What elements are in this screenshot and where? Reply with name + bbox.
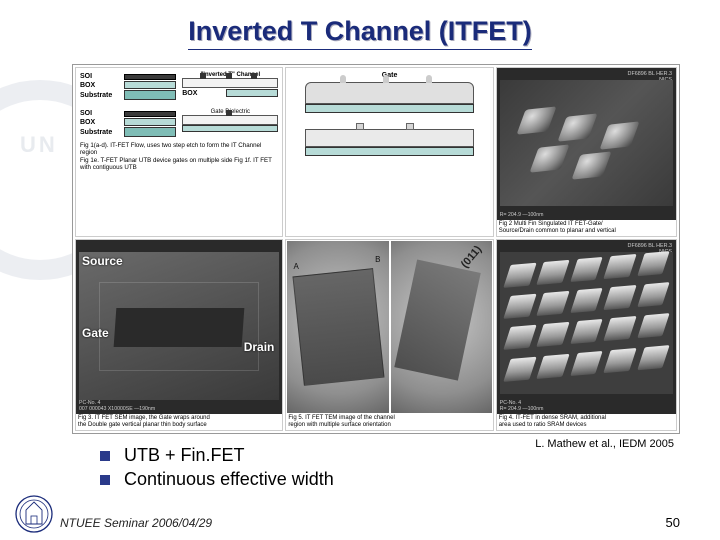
soi-bar bbox=[124, 111, 176, 117]
sem-top-right: DF6896 BL HER.3 NICS CENTER R= 204.9 —10… bbox=[497, 68, 676, 220]
fig3-caption: Fig 3. IT FET SEM image, the Gate wraps … bbox=[76, 414, 282, 430]
box-bar bbox=[305, 104, 474, 113]
layer-label: SOI bbox=[80, 110, 124, 117]
sem-sgd-wrap: Source Gate Drain PC-No. 4 007 000043 X1… bbox=[75, 239, 283, 431]
tem-left: (100) A B bbox=[287, 241, 388, 413]
slide-title-wrap: Inverted T Channel (ITFET) bbox=[0, 0, 720, 60]
bullet-list: UTB + Fin.FET Continuous effective width bbox=[100, 442, 334, 493]
box-bar bbox=[305, 147, 474, 156]
sem-label-drain: Drain bbox=[244, 340, 275, 354]
sem-label-source: Source bbox=[82, 254, 123, 268]
schematic-left: SOI BOX Substrate "Inverted T" Channel B… bbox=[75, 67, 283, 237]
fig2-caption: Fig 2 Multi Fin Singulated IT FET-Gate/ … bbox=[497, 220, 676, 236]
box-bar bbox=[124, 118, 176, 126]
sem-scale: PC-No. 4 R= 204.9 —100nm bbox=[500, 401, 673, 412]
tem-pair: (100) A B (011) Multi Gate Corners bbox=[286, 240, 492, 414]
watermark-text: UN bbox=[20, 132, 58, 158]
layer-label: SOI bbox=[80, 73, 124, 80]
sem-source-gate-drain: Source Gate Drain PC-No. 4 007 000043 X1… bbox=[76, 240, 282, 414]
sem-dense-wrap: DF6896 BL HER.3 NICS CENTER PC-No. 4 R= … bbox=[496, 239, 677, 431]
soi-bar bbox=[124, 74, 176, 80]
sem-footer: PC-No. 4 007 000043 X10000SE —190nm bbox=[79, 401, 279, 412]
fig1-caption: Fig 1(a-d). IT-FET Flow, uses two step e… bbox=[80, 142, 278, 172]
fig5-caption: Fig 5. IT FET TEM image of the channel r… bbox=[286, 414, 492, 430]
box-bar bbox=[124, 81, 176, 89]
fin-profile bbox=[305, 129, 474, 147]
substrate-bar bbox=[124, 90, 176, 100]
fin-profile bbox=[305, 82, 474, 104]
tem-right: (011) Multi Gate Corners bbox=[391, 241, 492, 413]
substrate-bar bbox=[124, 127, 176, 137]
sem-dense-sram: DF6896 BL HER.3 NICS CENTER PC-No. 4 R= … bbox=[497, 240, 676, 414]
layer-label: BOX bbox=[182, 90, 226, 97]
fig4-caption: Fig 4. IT-FET in dense SRAM, additional … bbox=[497, 414, 676, 430]
bullet-text: Continuous effective width bbox=[124, 469, 334, 490]
box-bar bbox=[226, 89, 278, 97]
footer-text: NTUEE Seminar 2006/04/29 bbox=[60, 516, 212, 530]
sem-label-gate: Gate bbox=[82, 326, 109, 340]
citation: L. Mathew et al., IEDM 2005 bbox=[535, 438, 674, 450]
crystal-plane-label: (011) bbox=[458, 244, 483, 271]
bullet-item: UTB + Fin.FET bbox=[100, 445, 334, 466]
figure-grid: SOI BOX Substrate "Inverted T" Channel B… bbox=[72, 64, 680, 434]
box-bar bbox=[182, 125, 278, 132]
tem-pair-wrap: (100) A B (011) Multi Gate Corners Fig 5… bbox=[285, 239, 493, 431]
schematic-middle: Gate bbox=[285, 67, 493, 237]
page-number: 50 bbox=[666, 515, 680, 530]
sem-top-right-wrap: DF6896 BL HER.3 NICS CENTER R= 204.9 —10… bbox=[496, 67, 677, 237]
it-channel-bar bbox=[182, 78, 278, 88]
marker-b: B bbox=[375, 255, 380, 264]
layer-label: BOX bbox=[80, 82, 124, 89]
page-title: Inverted T Channel (ITFET) bbox=[188, 16, 532, 50]
bullet-item: Continuous effective width bbox=[100, 469, 334, 490]
layer-label: Substrate bbox=[80, 129, 124, 136]
it-channel-bar bbox=[182, 115, 278, 125]
layer-label: Substrate bbox=[80, 92, 124, 99]
gate-label: Gate bbox=[290, 72, 488, 79]
marker-a: A bbox=[293, 262, 298, 271]
ntu-logo-icon bbox=[14, 494, 54, 534]
layer-label: BOX bbox=[80, 119, 124, 126]
sem-scale: R= 204.9 —100nm bbox=[500, 213, 673, 219]
bullet-text: UTB + Fin.FET bbox=[124, 445, 245, 466]
